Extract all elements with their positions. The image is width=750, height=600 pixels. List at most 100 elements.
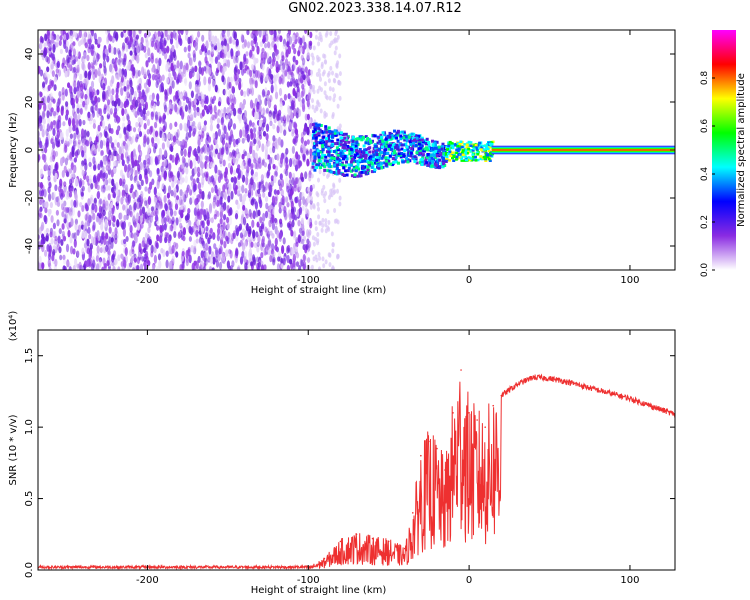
noise-cell: [315, 72, 319, 77]
noise-cell: [321, 222, 325, 228]
noise-cell: [79, 108, 83, 115]
signal-cell: [399, 134, 403, 138]
noise-cell: [107, 193, 111, 201]
noise-cell: [147, 78, 151, 88]
noise-cell: [238, 223, 243, 231]
noise-cell: [39, 70, 43, 77]
noise-cell: [331, 242, 335, 248]
noise-cell: [106, 36, 110, 45]
signal-cell: [434, 163, 438, 167]
signal-cell: [405, 145, 409, 149]
noise-cell: [136, 212, 140, 221]
noise-cell: [44, 249, 48, 257]
noise-cell: [158, 147, 162, 157]
noise-cell: [67, 229, 71, 238]
noise-cell: [52, 43, 56, 53]
noise-cell: [58, 40, 62, 46]
noise-cell: [97, 36, 101, 45]
noise-cell: [264, 196, 269, 203]
noise-cell: [318, 31, 322, 37]
noise-cell: [214, 247, 219, 256]
noise-cell: [56, 243, 61, 251]
noise-cell: [51, 141, 56, 150]
signal-cell: [329, 170, 333, 174]
noise-cell: [115, 188, 119, 195]
noise-cell: [176, 60, 180, 69]
signal-cell: [370, 165, 374, 169]
noise-cell: [190, 175, 194, 181]
noise-cell: [292, 90, 296, 96]
noise-cell: [129, 93, 133, 102]
noise-cell: [207, 83, 211, 92]
noise-cell: [124, 247, 128, 256]
signal-cell: [332, 150, 336, 153]
noise-cell: [273, 76, 277, 85]
noise-cell: [260, 174, 264, 181]
noise-cell: [170, 189, 174, 197]
noise-cell: [87, 31, 91, 40]
signal-cell: [482, 144, 486, 148]
noise-cell: [70, 91, 74, 101]
noise-cell: [143, 197, 147, 204]
noise-cell: [280, 263, 284, 269]
noise-cell: [281, 244, 285, 255]
noise-cell: [266, 66, 270, 76]
noise-cell: [205, 207, 209, 216]
noise-cell: [197, 121, 202, 127]
noise-cell: [193, 166, 197, 175]
noise-cell: [213, 195, 217, 201]
noise-cell: [144, 243, 148, 251]
noise-cell: [257, 209, 261, 217]
noise-cell: [320, 227, 324, 233]
noise-cell: [338, 53, 342, 59]
signal-cell: [430, 156, 434, 160]
noise-cell: [236, 180, 241, 189]
noise-cell: [220, 148, 224, 156]
noise-cell: [319, 76, 322, 82]
noise-cell: [197, 138, 201, 147]
noise-cell: [181, 111, 185, 120]
noise-cell: [122, 42, 126, 50]
noise-cell: [104, 218, 108, 228]
signal-cell: [380, 161, 384, 165]
noise-cell: [189, 111, 193, 118]
noise-cell: [61, 87, 65, 96]
noise-cell: [269, 254, 273, 263]
noise-cell: [273, 104, 277, 111]
noise-cell: [324, 228, 328, 234]
noise-cell: [203, 76, 207, 86]
noise-cell: [178, 37, 182, 45]
noise-cell: [132, 127, 137, 133]
noise-cell: [126, 170, 130, 179]
noise-cell: [249, 212, 253, 220]
noise-cell: [213, 243, 217, 250]
noise-cell: [323, 81, 327, 87]
noise-cell: [65, 32, 69, 41]
noise-cell: [221, 117, 225, 124]
noise-cell: [136, 202, 140, 210]
noise-cell: [319, 108, 323, 114]
noise-cell: [171, 80, 175, 89]
signal-cell: [467, 156, 471, 159]
noise-cell: [308, 42, 313, 51]
noise-cell: [51, 148, 55, 157]
noise-cell: [201, 240, 205, 247]
noise-cell: [223, 58, 227, 64]
noise-cell: [156, 265, 160, 270]
noise-cell: [131, 53, 135, 62]
noise-cell: [56, 130, 60, 139]
signal-cell: [432, 154, 436, 157]
signal-cell: [364, 171, 368, 174]
noise-cell: [105, 141, 110, 148]
noise-cell: [134, 234, 138, 244]
noise-cell: [307, 231, 311, 239]
noise-cell: [120, 31, 124, 38]
noise-cell: [276, 263, 281, 270]
noise-cell: [239, 61, 243, 71]
noise-cell: [302, 145, 306, 155]
noise-cell: [154, 214, 159, 222]
noise-cell: [204, 56, 208, 64]
noise-cell: [92, 221, 96, 231]
noise-cell: [229, 36, 233, 44]
noise-cell: [214, 184, 218, 194]
